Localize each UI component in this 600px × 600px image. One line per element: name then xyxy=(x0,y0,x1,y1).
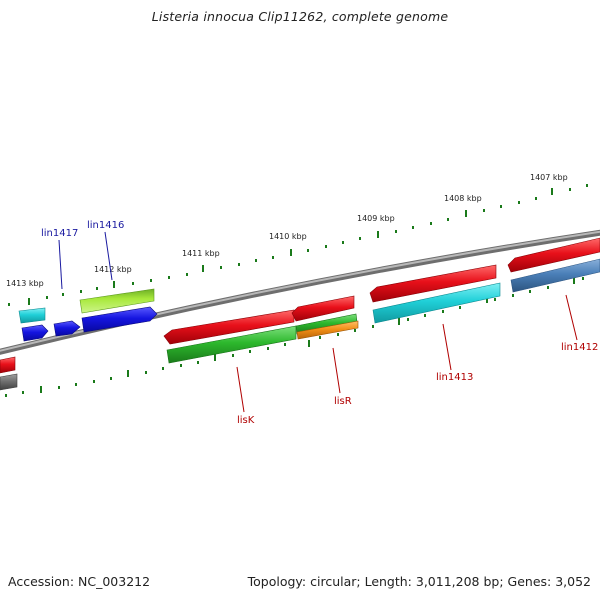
tick-label-1409: 1409 kbp xyxy=(357,214,395,223)
tick-label-1410: 1410 kbp xyxy=(269,232,307,241)
leader-lin1413 xyxy=(442,323,452,371)
lower-tick-track xyxy=(5,277,584,397)
gene-feature-lin1413[interactable] xyxy=(372,282,501,324)
gene-label-lisK: lisK xyxy=(237,415,255,426)
gene-feature-blue-long[interactable] xyxy=(81,306,158,333)
accession-text: Accession: NC_003212 xyxy=(8,574,151,589)
upper-tick-track xyxy=(8,184,588,306)
gene-feature-lin1412[interactable] xyxy=(510,258,600,293)
genome-summary-text: Topology: circular; Length: 3,011,208 bp… xyxy=(247,574,591,589)
tick-label-1413: 1413 kbp xyxy=(6,279,44,288)
leader-lin1416 xyxy=(104,231,113,281)
leader-lisR xyxy=(332,347,341,394)
gene-feature-cyan-left[interactable] xyxy=(18,307,46,324)
gene-feature-green-long[interactable] xyxy=(166,325,297,364)
map-title: Listeria innocua Clip11262, complete gen… xyxy=(151,9,449,24)
leader-lin1417 xyxy=(58,239,63,290)
gene-label-lin1417: lin1417 xyxy=(41,228,78,239)
gene-label-lin1412: lin1412 xyxy=(561,342,598,353)
tick-label-1412: 1412 kbp xyxy=(94,265,132,274)
tick-label-1411: 1411 kbp xyxy=(182,249,220,258)
gene-feature-blue-small[interactable] xyxy=(53,320,81,337)
gene-feature-lin1413-red[interactable] xyxy=(369,264,497,303)
gene-feature-gray-edge[interactable] xyxy=(0,373,18,391)
gene-label-lin1413: lin1413 xyxy=(436,372,473,383)
tick-label-1408: 1408 kbp xyxy=(444,194,482,203)
gene-feature-lin1416[interactable] xyxy=(79,288,155,314)
gene-feature-orange[interactable] xyxy=(296,320,359,340)
tick-label-1407: 1407 kbp xyxy=(530,173,568,182)
gene-label-lisR: lisR xyxy=(334,396,352,407)
gene-feature-red-edge[interactable] xyxy=(0,356,16,374)
gene-feature-lin1417[interactable] xyxy=(21,324,49,342)
gene-feature-lisR[interactable] xyxy=(291,295,355,322)
gene-label-lin1416: lin1416 xyxy=(87,220,124,231)
leader-lin1412 xyxy=(565,294,578,341)
gene-feature-lin1412-red[interactable] xyxy=(507,237,600,273)
leader-lisK xyxy=(236,366,245,413)
